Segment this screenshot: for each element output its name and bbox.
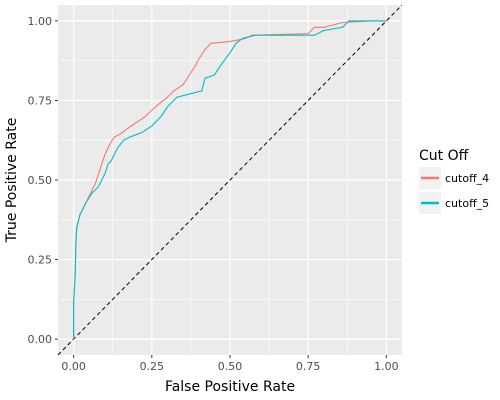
legend-label-cutoff_5: cutoff_5 [445, 197, 489, 210]
x-tick-label: 0.00 [61, 360, 86, 373]
legend-items: cutoff_4 cutoff_5 [419, 167, 489, 214]
axis-ticks: 0.00 0.25 0.50 0.75 1.00 0.00 0.25 0.50 0.75 1.00 [28, 15, 399, 373]
legend-title: Cut Off [419, 148, 469, 164]
series-line-cutoff_5 [73, 20, 387, 340]
diagonal-reference-line [57, 4, 403, 356]
x-tick-label: 1.00 [374, 360, 399, 373]
y-tick-label: 0.75 [28, 94, 53, 107]
legend-label-cutoff_4: cutoff_4 [445, 172, 489, 185]
y-axis-title: True Positive Rate [4, 118, 20, 244]
x-axis-title: False Positive Rate [165, 379, 295, 395]
reference-line [57, 4, 403, 356]
x-tick-label: 0.75 [296, 360, 321, 373]
y-tick-label: 0.00 [28, 333, 53, 346]
x-tick-label: 0.50 [218, 360, 243, 373]
y-tick-label: 1.00 [28, 15, 53, 28]
y-tick-label: 0.50 [28, 174, 53, 187]
x-tick-label: 0.25 [140, 360, 165, 373]
series-lines [73, 20, 387, 340]
y-tick-label: 0.25 [28, 254, 53, 267]
legend: Cut Off cutoff_4 cutoff_5 [419, 148, 489, 214]
